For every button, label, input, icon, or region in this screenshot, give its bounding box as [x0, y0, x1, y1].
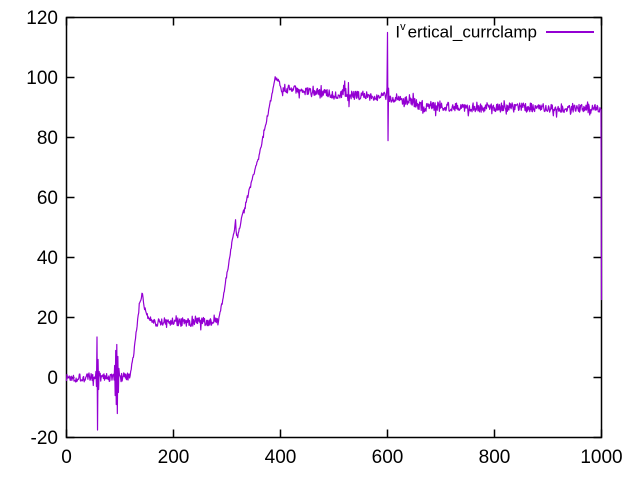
- y-tick-label: 100: [26, 68, 58, 89]
- y-tick-label: 80: [37, 128, 58, 149]
- plot-border: [65, 16, 603, 439]
- x-tick-label: 600: [372, 447, 404, 468]
- x-tick-label: 200: [158, 447, 190, 468]
- series-group: [65, 31, 603, 431]
- y-tick-label: -20: [31, 428, 58, 449]
- legend-label: Iv ertical_currclamp: [395, 21, 537, 43]
- legend-label-prefix: I: [395, 22, 401, 42]
- y-tick-label: 60: [37, 188, 58, 209]
- y-tick-label: 40: [37, 248, 58, 269]
- x-tick-label: 800: [479, 447, 511, 468]
- y-tick-label: 0: [47, 368, 58, 389]
- series-line: [65, 31, 603, 431]
- legend-label-superscript: v: [400, 21, 406, 33]
- x-tick-label: 400: [265, 447, 297, 468]
- legend-line-sample: [546, 31, 594, 34]
- x-tick-label: 1000: [580, 447, 622, 468]
- legend-label-rest: ertical_currclamp: [407, 22, 537, 42]
- y-tick-label: 20: [37, 308, 58, 329]
- plot-border-group: [65, 16, 603, 439]
- axis-ticks-group: [65, 16, 603, 439]
- y-tick-label: 120: [26, 8, 58, 29]
- legend: Iv ertical_currclamp: [395, 21, 594, 43]
- x-tick-label: 0: [61, 447, 72, 468]
